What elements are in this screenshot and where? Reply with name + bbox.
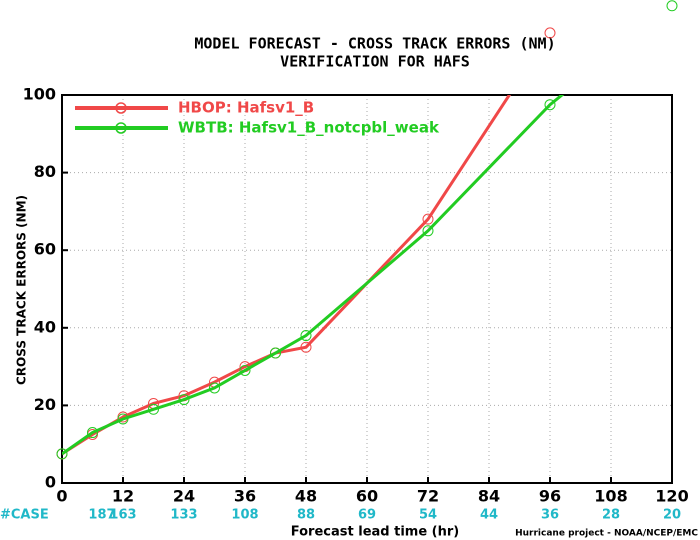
point-marker	[87, 427, 98, 439]
case-count: 44	[480, 508, 498, 523]
legend-marker	[115, 102, 127, 114]
x-tick-label: 96	[539, 487, 561, 506]
case-count: 133	[170, 508, 197, 523]
plot-frame	[61, 94, 673, 484]
x-tick-label: 24	[173, 487, 195, 506]
x-tick-label: 48	[295, 487, 317, 506]
series-line	[62, 95, 565, 456]
case-count: 108	[231, 508, 258, 523]
x-tick-label: 12	[112, 487, 134, 506]
point-marker	[239, 364, 251, 376]
point-marker	[666, 0, 678, 12]
case-count: 187	[88, 508, 115, 523]
y-tick-label: 0	[45, 473, 56, 492]
y-axis-label: CROSS TRACK ERRORS (NM)	[15, 195, 29, 385]
x-tick-label: 84	[478, 487, 500, 506]
y-tick-label: 100	[23, 85, 56, 104]
x-tick-label: 0	[56, 487, 67, 506]
case-count: 36	[541, 508, 559, 523]
case-count: 28	[602, 508, 620, 523]
case-label: #CASE	[0, 508, 49, 523]
y-tick-label: 20	[34, 395, 56, 414]
y-tick-label: 80	[34, 162, 56, 181]
point-marker	[422, 225, 434, 237]
case-count: 88	[297, 508, 315, 523]
point-marker	[300, 330, 312, 342]
point-marker	[544, 99, 556, 111]
x-tick-label: 72	[417, 487, 439, 506]
case-count: 54	[419, 508, 437, 523]
footer: Hurricane project - NOAA/NCEP/EMC	[515, 529, 698, 539]
point-marker	[117, 413, 129, 425]
point-marker	[56, 448, 68, 460]
y-tick-label: 60	[34, 240, 56, 259]
legend-label: HBOP: Hafsv1_B	[178, 99, 314, 117]
chart-subtitle: VERIFICATION FOR HAFS	[280, 53, 470, 71]
y-tick-label: 40	[34, 317, 56, 336]
point-marker	[209, 382, 220, 394]
chart-title: MODEL FORECAST - CROSS TRACK ERRORS (NM)	[194, 35, 555, 53]
legend-marker	[115, 122, 127, 134]
case-count: 20	[663, 508, 681, 523]
point-marker	[544, 27, 556, 39]
point-marker	[148, 403, 159, 415]
x-tick-label: 36	[234, 487, 256, 506]
case-count: 163	[109, 508, 136, 523]
point-marker	[270, 347, 281, 359]
x-tick-label: 120	[655, 487, 688, 506]
x-axis-label: Forecast lead time (hr)	[291, 525, 459, 540]
point-marker	[300, 341, 312, 353]
legend-label: WBTB: Hafsv1_B_notcpbl_weak	[178, 119, 440, 137]
x-tick-label: 108	[594, 487, 627, 506]
case-count: 69	[358, 508, 376, 523]
point-marker	[178, 394, 190, 406]
x-tick-label: 60	[356, 487, 378, 506]
point-marker	[422, 213, 434, 225]
